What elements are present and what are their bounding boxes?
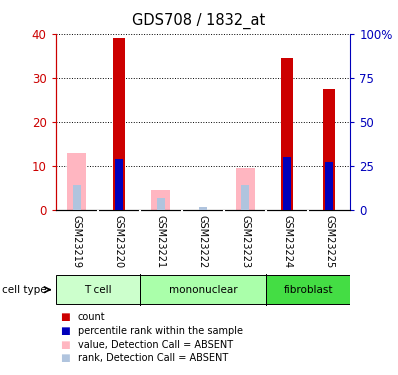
Text: value, Detection Call = ABSENT: value, Detection Call = ABSENT — [78, 340, 233, 350]
Text: GSM23219: GSM23219 — [72, 215, 82, 268]
Bar — [113, 38, 125, 210]
Text: ■: ■ — [60, 340, 69, 350]
Text: mononuclear: mononuclear — [169, 285, 237, 295]
Bar — [199, 207, 207, 210]
Bar — [73, 185, 80, 210]
Bar — [236, 168, 255, 210]
Bar — [67, 153, 86, 210]
Text: cell type: cell type — [2, 285, 47, 295]
Bar — [266, 275, 350, 304]
Bar — [281, 58, 293, 210]
Bar — [151, 190, 170, 210]
Bar — [140, 275, 266, 304]
Text: rank, Detection Call = ABSENT: rank, Detection Call = ABSENT — [78, 354, 228, 363]
Text: count: count — [78, 312, 105, 322]
Text: GSM23221: GSM23221 — [156, 215, 166, 268]
Text: T cell: T cell — [84, 285, 111, 295]
Bar — [115, 159, 123, 210]
Text: GSM23224: GSM23224 — [282, 215, 292, 268]
Text: ■: ■ — [60, 354, 69, 363]
Text: GSM23225: GSM23225 — [324, 215, 334, 268]
Text: percentile rank within the sample: percentile rank within the sample — [78, 326, 243, 336]
Text: fibroblast: fibroblast — [283, 285, 333, 295]
Text: GDS708 / 1832_at: GDS708 / 1832_at — [133, 13, 265, 29]
Text: GSM23222: GSM23222 — [198, 215, 208, 268]
Text: GSM23223: GSM23223 — [240, 215, 250, 268]
Bar — [56, 275, 140, 304]
Bar — [241, 185, 249, 210]
Bar — [326, 162, 333, 210]
Bar — [283, 157, 291, 210]
Text: ■: ■ — [60, 326, 69, 336]
Text: ■: ■ — [60, 312, 69, 322]
Bar — [157, 198, 165, 210]
Bar — [323, 89, 335, 210]
Text: GSM23220: GSM23220 — [114, 215, 124, 268]
